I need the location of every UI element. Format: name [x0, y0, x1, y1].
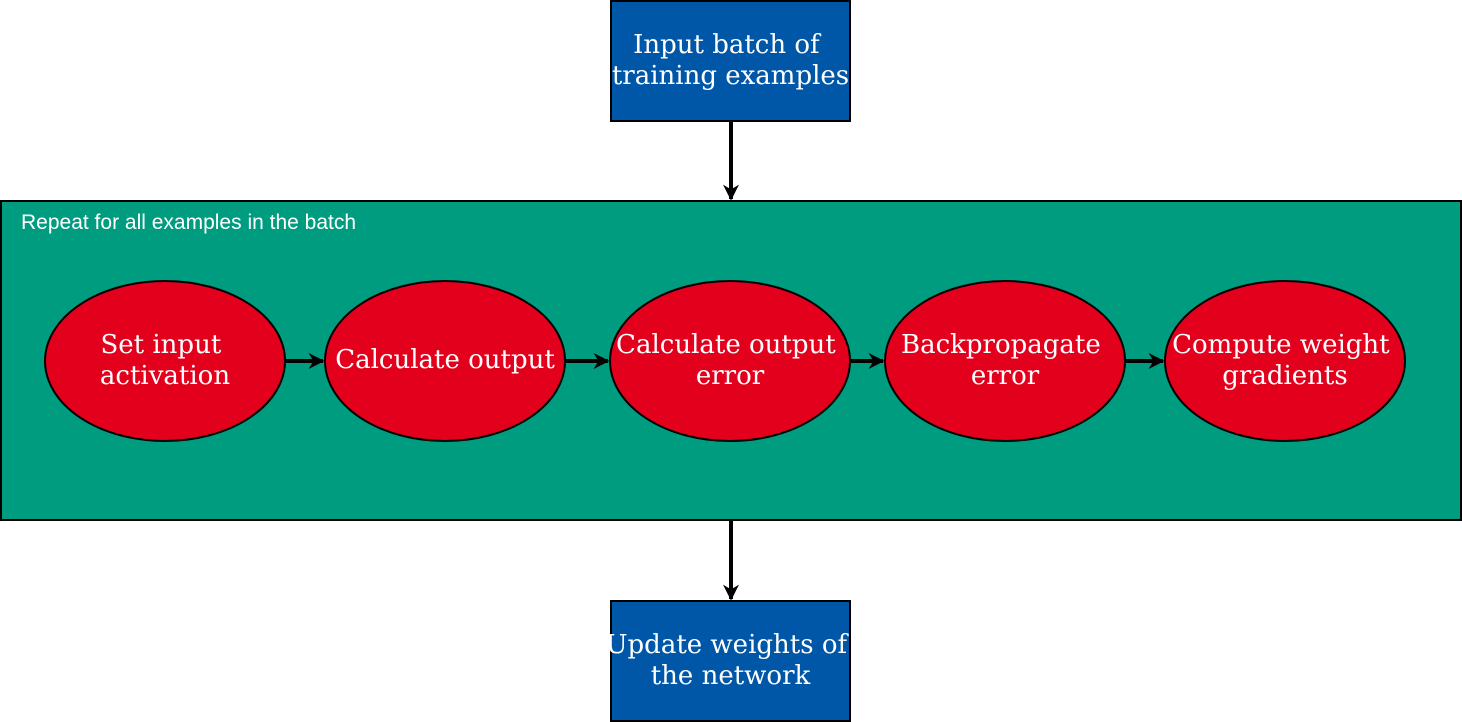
step-label: Backpropagate error	[901, 330, 1109, 391]
step-label: Compute weight gradients	[1172, 330, 1398, 391]
step-label-line2: activation	[100, 361, 230, 391]
input-batch-label: Input batch of training examples	[612, 30, 849, 91]
update-weights-label: Update weights of the network	[606, 630, 856, 691]
step-label-line2: gradients	[1222, 361, 1347, 391]
step-label: Calculate output	[335, 345, 555, 375]
step-label-line1: Calculate output	[335, 345, 555, 375]
step-ellipse	[1164, 280, 1406, 442]
step-ellipse	[884, 280, 1126, 442]
step-label: Set input activation	[100, 330, 230, 391]
step-label-line2: error	[696, 361, 765, 391]
step-backpropagate-error: Backpropagate error	[884, 280, 1126, 442]
update-weights-box	[610, 600, 851, 722]
step-calculate-output-error: Calculate output error	[609, 280, 851, 442]
input-batch-label-line2: training examples	[612, 61, 849, 91]
repeat-group-label: Repeat for all examples in the batch	[21, 211, 356, 234]
update-weights-label-line2: the network	[651, 661, 811, 691]
step-set-input-activation: Set input activation	[44, 280, 286, 442]
step-calculate-output: Calculate output	[324, 280, 566, 442]
step-ellipse	[324, 280, 566, 442]
step-compute-weight-gradients: Compute weight gradients	[1164, 280, 1406, 442]
step-label-line1: Compute weight	[1172, 330, 1390, 360]
step-label-line2: error	[971, 361, 1040, 391]
step-ellipse	[44, 280, 286, 442]
update-weights-node: Update weights of the network	[606, 600, 856, 722]
step-label-line1: Calculate output	[616, 330, 836, 360]
step-label-line1: Set input	[100, 330, 221, 360]
step-label: Calculate output error	[616, 330, 844, 391]
step-ellipse	[609, 280, 851, 442]
input-batch-box	[610, 0, 851, 122]
input-batch-label-line1: Input batch of	[633, 30, 822, 60]
input-batch-node: Input batch of training examples	[610, 0, 851, 122]
update-weights-label-line1: Update weights of	[606, 630, 850, 660]
step-label-line1: Backpropagate	[901, 330, 1101, 360]
